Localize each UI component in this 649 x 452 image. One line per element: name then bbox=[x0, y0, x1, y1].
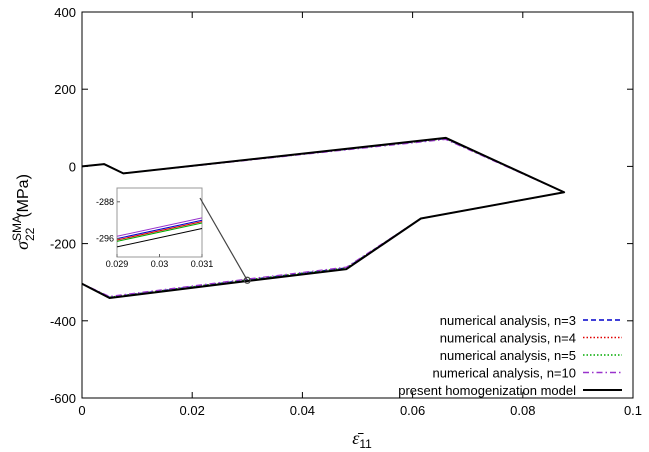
ticks-layer: 0 0.02 0.04 0.06 0.08 0.1 -600 -400 -200 0 200 400 bbox=[50, 5, 642, 418]
y-tick-label: -200 bbox=[50, 237, 76, 252]
series-layer bbox=[81, 136, 566, 300]
legend-label: numerical analysis, n=10 bbox=[433, 366, 576, 381]
plot-frame bbox=[81, 11, 634, 399]
y-axis-label-sup: SMA bbox=[10, 215, 24, 241]
inset-series-line bbox=[116, 219, 203, 240]
x-tick-label: 0.08 bbox=[510, 403, 535, 418]
y-axis-label-unit: (MPa) bbox=[15, 174, 32, 218]
y-tick-label: -600 bbox=[50, 391, 76, 406]
inset-x-tick-label: 0.03 bbox=[151, 259, 169, 269]
x-tick-label: 0.02 bbox=[180, 403, 205, 418]
x-axis-label-sub: 11 bbox=[359, 437, 372, 451]
inset-series-line bbox=[116, 221, 203, 241]
x-tick-label: 0.1 bbox=[624, 403, 642, 418]
legend: numerical analysis, n=3 numerical analysi… bbox=[398, 313, 622, 398]
inset-callout-line bbox=[199, 197, 248, 281]
svg-text:ε̄11: ε̄11 bbox=[352, 428, 372, 451]
legend-label: numerical analysis, n=3 bbox=[440, 313, 576, 328]
legend-label: present homogenization model bbox=[398, 383, 576, 398]
y-axis-label: σSMA22 (MPa) bbox=[10, 174, 37, 250]
series-line bbox=[81, 136, 566, 300]
y-tick-label: -400 bbox=[50, 314, 76, 329]
inset-frame bbox=[116, 187, 203, 258]
x-axis-label: ε̄11 bbox=[352, 428, 372, 451]
inset-series-line bbox=[116, 222, 203, 242]
y-tick-label: 0 bbox=[69, 159, 76, 174]
y-tick-label: 400 bbox=[54, 5, 76, 20]
inset-series-line bbox=[116, 217, 203, 237]
inset-x-tick-label: 0.029 bbox=[106, 259, 129, 269]
y-axis-label-main: σ bbox=[12, 240, 32, 250]
legend-label: numerical analysis, n=4 bbox=[440, 331, 576, 346]
inset-series-line bbox=[116, 227, 203, 248]
inset-y-tick-label: -296 bbox=[96, 234, 114, 244]
x-tick-label: 0.06 bbox=[400, 403, 425, 418]
y-tick-label: 200 bbox=[54, 82, 76, 97]
legend-label: numerical analysis, n=5 bbox=[440, 348, 576, 363]
x-tick-label: 0.04 bbox=[290, 403, 315, 418]
x-tick-label: 0 bbox=[78, 403, 85, 418]
svg-text:σSMA22(MPa): σSMA22 (MPa) bbox=[10, 174, 37, 250]
y-axis-label-sub: 22 bbox=[23, 227, 37, 241]
inset-plot: 0.029 0.03 0.031 -288 -296 bbox=[96, 187, 251, 284]
inset-x-tick-label: 0.031 bbox=[191, 259, 214, 269]
inset-callout-marker bbox=[243, 276, 251, 284]
inset-y-tick-label: -288 bbox=[96, 197, 114, 207]
